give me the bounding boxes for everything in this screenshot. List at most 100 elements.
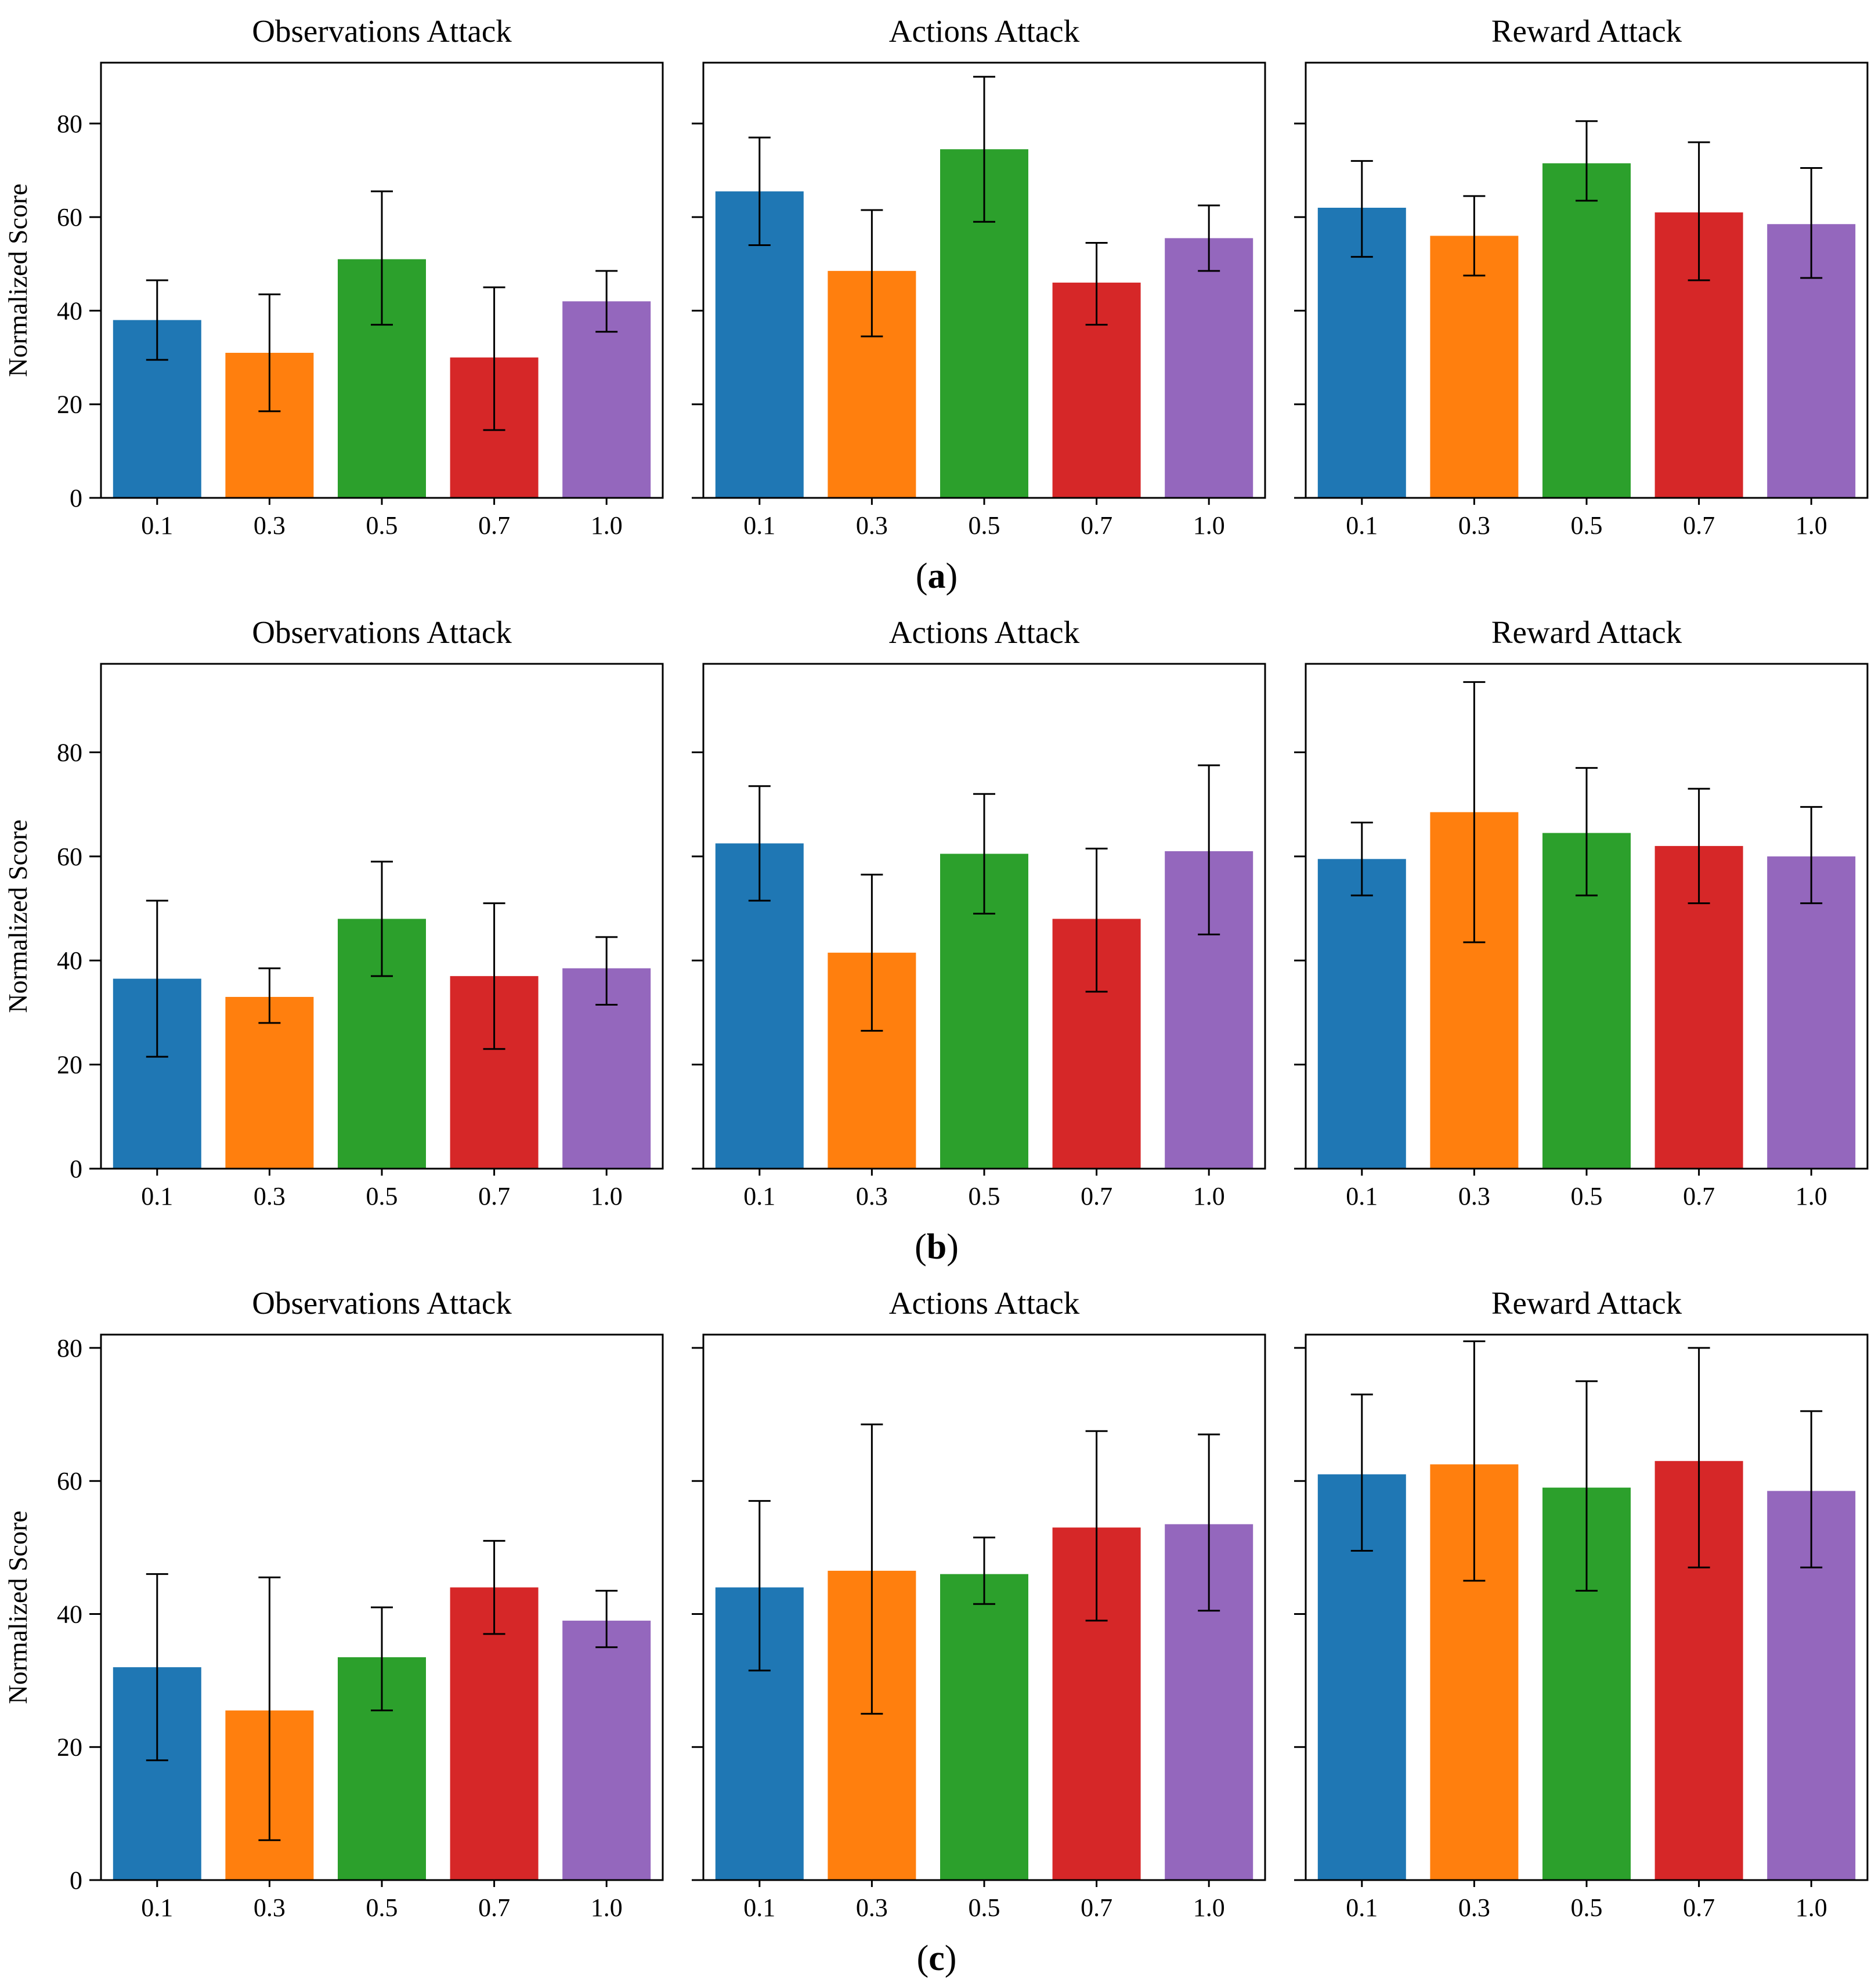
x-tick-label: 0.7 [1081, 511, 1112, 540]
chart-a-actions-attack: Actions Attack 0.1 0.3 0.5 0.7 1.0 [692, 13, 1266, 540]
x-tick-label: 0.7 [1683, 511, 1715, 540]
x-tick-label: 0.3 [856, 511, 888, 540]
caption-a-open-paren: ( [915, 556, 928, 596]
x-tick-label: 1.0 [1795, 1893, 1827, 1922]
x-tick-label: 0.7 [478, 1893, 510, 1922]
plot-border [1305, 1333, 1869, 1881]
chart-title: Actions Attack [889, 13, 1080, 49]
x-tick-label: 0.7 [478, 511, 510, 540]
panels-row-b: Observations Attack Normalized Score 0 20 40… [2, 606, 1875, 1224]
x-tick-label: 1.0 [1795, 1182, 1827, 1210]
plot-border [1305, 663, 1869, 1170]
y-tick-label: 60 [57, 203, 82, 232]
x-tick-label: 1.0 [591, 1893, 623, 1922]
bar-1.0 [1767, 856, 1856, 1169]
y-axis-label: Normalized Score [3, 1510, 32, 1704]
x-tick-label: 0.5 [969, 1893, 1000, 1922]
x-tick-label: 0.3 [1458, 1893, 1490, 1922]
y-tick-label: 80 [57, 1334, 82, 1362]
bar-0.3 [1430, 236, 1519, 498]
y-tick-label: 0 [70, 1155, 82, 1183]
x-tick-label: 0.3 [254, 1893, 286, 1922]
x-tick-label: 0.3 [254, 511, 286, 540]
caption-b-open-paren: ( [915, 1227, 927, 1267]
x-tick-label: 0.1 [1346, 511, 1378, 540]
caption-c: (c) [2, 1936, 1871, 1985]
caption-b-letter: b [926, 1227, 947, 1267]
plot-border [100, 1333, 664, 1881]
chart-title: Actions Attack [889, 1285, 1080, 1321]
x-tick-label: 0.1 [141, 1182, 173, 1210]
x-tick-label: 0.3 [856, 1182, 888, 1210]
x-tick-label: 0.1 [1346, 1893, 1378, 1922]
bar-0.7 [450, 1587, 539, 1880]
chart-title: Observations Attack [252, 1285, 512, 1321]
chart-b-observations-attack: Observations Attack Normalized Score 0 20 40… [3, 615, 664, 1210]
chart-c-reward-attack: Reward Attack 0.1 0.3 0.5 0.7 1.0 [1294, 1285, 1869, 1922]
x-tick-label: 0.5 [1571, 1893, 1603, 1922]
y-tick-label: 60 [57, 1467, 82, 1495]
figure-row-b: Observations Attack Normalized Score 0 20 40… [2, 606, 1875, 1273]
bar-0.5 [940, 1574, 1028, 1880]
y-tick-label: 20 [57, 1733, 82, 1762]
caption-b: (b) [2, 1224, 1871, 1273]
x-tick-label: 0.3 [1458, 511, 1490, 540]
x-tick-label: 0.1 [743, 1182, 775, 1210]
bar-1.0 [562, 1620, 651, 1880]
chart-a-reward-attack: Reward Attack 0.1 0.3 0.5 0.7 1.0 [1294, 13, 1869, 540]
y-axis-label: Normalized Score [3, 183, 32, 377]
figure-row-a: Observations Attack Normalized Score 0 20 40… [2, 5, 1875, 602]
chart-title: Observations Attack [252, 615, 512, 650]
chart-title: Reward Attack [1491, 13, 1682, 49]
plot-border [1305, 62, 1869, 499]
x-tick-label: 1.0 [591, 1182, 623, 1210]
plot-border [702, 62, 1266, 499]
x-tick-label: 0.5 [969, 1182, 1000, 1210]
x-tick-label: 0.1 [141, 511, 173, 540]
x-tick-label: 0.3 [856, 1893, 888, 1922]
x-tick-label: 0.5 [366, 1182, 398, 1210]
plot-border [702, 663, 1266, 1170]
chart-title: Reward Attack [1491, 1285, 1682, 1321]
chart-c-actions-attack: Actions Attack 0.1 0.3 0.5 0.7 1.0 [692, 1285, 1266, 1922]
x-tick-label: 0.1 [743, 1893, 775, 1922]
chart-a-observations-attack: Observations Attack Normalized Score 0 20 40… [3, 13, 664, 540]
bar-1.0 [1165, 238, 1253, 498]
x-tick-label: 1.0 [1795, 511, 1827, 540]
x-tick-label: 0.5 [1571, 511, 1603, 540]
y-tick-label: 20 [57, 1051, 82, 1079]
y-tick-label: 20 [57, 391, 82, 419]
x-tick-label: 0.5 [1571, 1182, 1603, 1210]
x-tick-label: 1.0 [1193, 1893, 1225, 1922]
y-tick-label: 0 [70, 484, 82, 512]
bar-0.1 [1317, 859, 1406, 1169]
chart-b-reward-attack: Reward Attack 0.1 0.3 0.5 0.7 1.0 [1294, 615, 1869, 1210]
caption-c-letter: c [929, 1939, 945, 1978]
x-tick-label: 0.7 [1683, 1182, 1715, 1210]
x-tick-label: 0.1 [1346, 1182, 1378, 1210]
y-tick-label: 40 [57, 297, 82, 325]
x-tick-label: 0.5 [366, 511, 398, 540]
caption-a-close-paren: ) [945, 556, 958, 596]
x-tick-label: 0.7 [1081, 1182, 1112, 1210]
x-tick-label: 1.0 [1193, 511, 1225, 540]
y-axis-label: Normalized Score [3, 819, 32, 1013]
figure-row-c: Observations Attack Normalized Score 0 20 40… [2, 1277, 1875, 1985]
x-tick-label: 1.0 [1193, 1182, 1225, 1210]
y-tick-label: 40 [57, 946, 82, 975]
caption-c-open-paren: ( [916, 1939, 929, 1978]
caption-a-letter: a [927, 556, 946, 596]
panels-row-c: Observations Attack Normalized Score 0 20 40… [2, 1277, 1875, 1936]
x-tick-label: 0.7 [1081, 1893, 1112, 1922]
caption-b-close-paren: ) [946, 1227, 959, 1267]
bar-1.0 [562, 301, 651, 498]
bar-0.3 [225, 997, 314, 1169]
chart-title: Observations Attack [252, 13, 512, 49]
bar-0.5 [1542, 163, 1631, 498]
x-tick-label: 0.1 [743, 511, 775, 540]
y-tick-label: 0 [70, 1866, 82, 1895]
x-tick-label: 0.7 [1683, 1893, 1715, 1922]
x-tick-label: 0.3 [254, 1182, 286, 1210]
x-tick-label: 0.5 [366, 1893, 398, 1922]
